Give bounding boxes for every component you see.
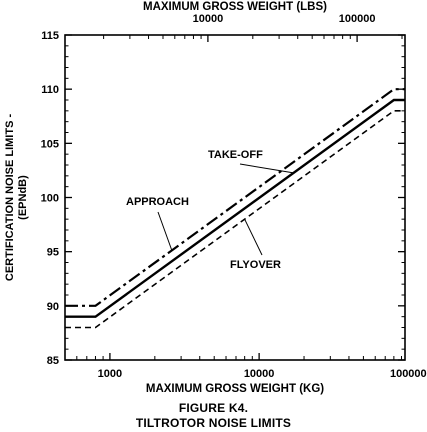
series-line-approach — [65, 88, 405, 307]
figure-number: FIGURE K4. — [178, 401, 249, 415]
x-tick-label: 10000 — [244, 368, 275, 380]
top-tick-label: 10000 — [193, 13, 224, 25]
y-tick-label: 105 — [41, 138, 59, 150]
y-tick-label: 85 — [47, 355, 59, 367]
annotation-label-approach: APPROACH — [126, 196, 189, 208]
y-tick-label: 90 — [47, 301, 59, 313]
y-tick-label: 115 — [41, 30, 59, 42]
top-axis-title: MAXIMUM GROSS WEIGHT (LBS) — [143, 1, 327, 13]
y-tick-label: 95 — [47, 247, 59, 259]
x-tick-label: 100000 — [390, 368, 427, 380]
plot-frame — [64, 34, 406, 361]
series-line-flyover — [65, 110, 405, 329]
top-tick-label: 100000 — [339, 13, 376, 25]
y-axis-title-line1: CERTIFICATION NOISE LIMITS - — [4, 114, 16, 282]
annotation-label-take-off: TAKE-OFF — [208, 149, 263, 161]
series-line-take-off — [65, 98, 405, 318]
figure-title: TILTROTOR NOISE LIMITS — [135, 416, 292, 430]
annotation-label-flyover: FLYOVER — [230, 259, 281, 271]
annotation-leader-flyover — [244, 218, 263, 256]
y-tick-label: 100 — [41, 193, 59, 205]
x-tick-label: 1000 — [98, 368, 122, 380]
y-tick-label: 110 — [41, 84, 59, 96]
annotation-leader-take-off — [239, 163, 294, 174]
annotation-leader-approach — [157, 211, 173, 251]
y-axis-title-line2: (EPNdB) — [17, 175, 29, 220]
x-axis-title: MAXIMUM GROSS WEIGHT (KG) — [146, 383, 324, 395]
